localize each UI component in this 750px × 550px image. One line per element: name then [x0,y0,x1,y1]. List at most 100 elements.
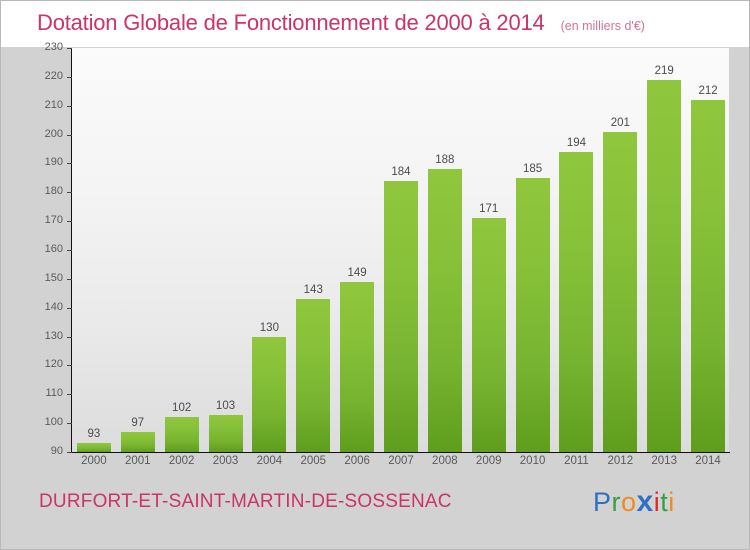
x-axis-tick-label: 2010 [519,455,546,467]
y-axis-tick [67,423,72,425]
y-axis-tick [67,76,72,78]
x-axis-tick-label: 2002 [168,455,195,467]
bar-value-label: 185 [522,162,543,175]
bar-slot: 130 [247,48,291,452]
bar-value-label: 130 [259,321,279,334]
logo-letter: t [660,487,669,517]
y-axis-tick [67,365,72,367]
y-axis-tick [67,48,72,49]
bar-slot: 212 [686,48,730,452]
y-axis-tick-label: 150 [44,271,63,284]
x-axis-tick-label: 2005 [300,455,327,467]
bar-slot: 171 [467,48,511,452]
bar-slot: 149 [335,48,379,452]
bar[interactable] [603,131,638,452]
bar-slot: 219 [642,48,686,452]
bar-slot: 102 [160,48,204,452]
bar[interactable] [164,417,199,452]
x-axis-tick-label: 2012 [607,455,634,467]
x-axis-tick-label: 2000 [81,455,107,467]
bar-value-label: 93 [87,428,101,441]
y-axis-tick [67,192,72,194]
bar[interactable] [208,414,243,452]
commune-name: DURFORT-ET-SAINT-MARTIN-DE-SOSSENAC [39,491,452,512]
bar-slot: 103 [204,48,248,452]
page-title: Dotation Globale de Fonctionnement de 20… [37,10,545,35]
y-axis-tick [67,134,72,136]
logo-letter: x [636,485,654,518]
y-axis-tick [67,278,72,280]
y-axis-tick [67,307,72,309]
bar-value-label: 188 [435,154,455,167]
bar[interactable] [252,336,287,452]
y-axis-tick [67,394,72,396]
y-axis-tick-label: 90 [50,445,63,457]
bar[interactable] [427,169,462,452]
y-axis-tick [67,452,72,453]
y-axis-tick-label: 160 [44,243,63,255]
y-axis-tick-label: 140 [44,300,63,313]
bar-value-label: 102 [172,402,192,415]
chart-unit-subtitle: (en milliers d'€) [560,19,645,33]
bar-value-label: 103 [215,399,236,412]
x-axis-tick-label: 2003 [212,455,239,467]
bar-value-label: 143 [303,284,323,297]
bar-slot: 188 [423,48,467,452]
bar[interactable] [559,151,594,452]
y-axis-tick [67,336,72,338]
bar-slot: 184 [379,48,423,452]
bar[interactable] [76,443,111,452]
bar-series: 93 97 102 103 130 143 149 184 188 171 185 194 201 219… [72,48,730,452]
bar-value-label: 171 [479,203,499,216]
bar-value-label: 212 [698,84,718,97]
y-axis-tick-label: 120 [44,358,63,371]
y-axis-tick-label: 230 [44,41,63,53]
bar-value-label: 97 [131,416,145,429]
bar[interactable] [691,99,726,452]
y-axis-tick-label: 170 [44,214,63,227]
y-axis-tick-label: 110 [45,387,63,400]
y-axis-tick-label: 180 [44,185,63,198]
bar-slot: 185 [511,48,555,452]
bar[interactable] [515,177,550,452]
y-axis-tick [67,250,72,251]
bar-value-label: 194 [566,136,587,149]
y-axis-tick-label: 210 [44,98,63,111]
bar[interactable] [120,431,155,452]
chart-header: Dotation Globale de Fonctionnement de 20… [1,1,749,47]
bar-value-label: 149 [347,266,367,279]
logo-letter: r [611,487,622,517]
y-axis-tick-label: 200 [44,127,63,140]
bar[interactable] [340,281,375,452]
x-axis-tick-label: 2014 [695,455,721,467]
x-axis-tick-label: 2007 [388,455,414,467]
bar[interactable] [471,218,506,452]
y-axis-tick [67,221,72,223]
bar-slot: 97 [116,48,160,452]
bar-slot: 201 [598,48,642,452]
chart-footer: DURFORT-ET-SAINT-MARTIN-DE-SOSSENAC Prox… [1,475,749,549]
bar[interactable] [296,299,331,452]
x-axis-tick-label: 2008 [432,455,458,467]
bar[interactable] [647,79,682,452]
y-axis-tick [67,105,72,107]
x-axis-tick-label: 2004 [256,455,283,467]
y-axis-tick-label: 100 [44,416,63,429]
logo-letter: P [593,487,612,517]
bar-slot: 194 [555,48,599,452]
logo-letter: o [621,487,637,517]
x-axis-tick-label: 2013 [651,455,677,467]
y-axis-tick-label: 130 [44,329,63,342]
y-axis-tick-label: 220 [44,69,63,82]
x-axis-tick-label: 2011 [564,455,589,467]
bar-value-label: 219 [654,64,674,77]
x-axis-tick-label: 2006 [344,455,370,467]
x-axis-tick-label: 2009 [475,455,502,467]
logo-letter: i [653,487,661,517]
proxiti-logo[interactable]: Proxiti [593,485,675,519]
x-axis-line [71,452,730,453]
bar[interactable] [383,180,418,452]
bar-slot: 143 [291,48,335,452]
title-group: Dotation Globale de Fonctionnement de 20… [37,10,645,36]
